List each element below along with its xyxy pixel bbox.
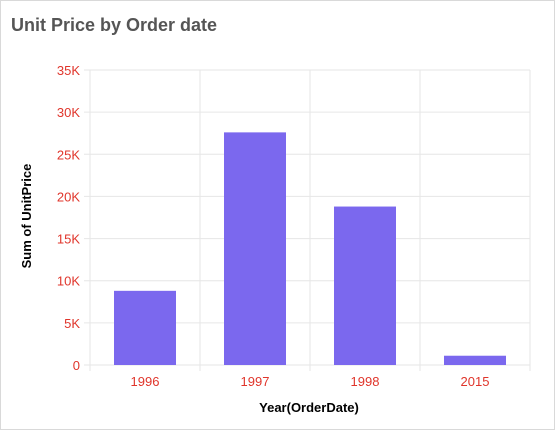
y-tick-label: 15K	[57, 232, 80, 247]
x-axis-label: Year(OrderDate)	[259, 400, 359, 415]
y-tick-label: 10K	[57, 274, 80, 289]
y-tick-label: 35K	[57, 63, 80, 78]
chart-title: Unit Price by Order date	[11, 15, 218, 35]
bar-1997[interactable]	[224, 132, 286, 365]
x-tick-label: 1997	[241, 374, 270, 389]
bar-2015[interactable]	[444, 355, 506, 365]
y-tick-label: 0	[73, 358, 80, 373]
y-tick-label: 25K	[57, 147, 80, 162]
x-tick-label: 2015	[461, 374, 490, 389]
x-tick-label: 1998	[351, 374, 380, 389]
bar-1998[interactable]	[334, 206, 396, 365]
bar-1996[interactable]	[114, 290, 176, 365]
bars	[114, 132, 506, 365]
x-tick-label: 1996	[131, 374, 160, 389]
gridlines	[84, 69, 531, 371]
y-tick-label: 5K	[64, 316, 80, 331]
y-axis-label: Sum of UnitPrice	[19, 164, 34, 269]
y-tick-label: 20K	[57, 189, 80, 204]
y-axis-ticks: 0 5K 10K 15K 20K 25K 30K 35K	[57, 63, 80, 373]
y-tick-label: 30K	[57, 105, 80, 120]
x-axis-ticks: 1996 1997 1998 2015	[131, 374, 490, 389]
